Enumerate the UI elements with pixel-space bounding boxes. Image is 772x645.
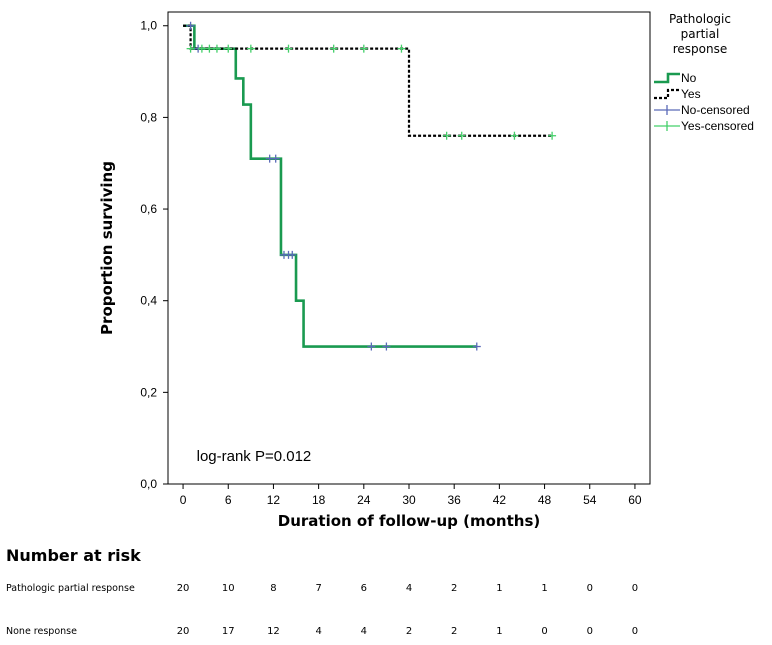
legend-label: No-censored <box>681 103 750 117</box>
y-tick-label: 0,0 <box>140 477 157 491</box>
legend-label: Yes-censored <box>681 119 754 133</box>
censor-mark-no <box>288 250 297 259</box>
risk-value: 20 <box>176 625 190 637</box>
censor-mark-yes <box>510 131 519 140</box>
legend-entry-no: No <box>654 71 697 85</box>
risk-value: 0 <box>631 625 639 637</box>
censor-mark-no <box>367 342 376 351</box>
risk-value: 1 <box>496 582 503 594</box>
x-tick-label: 60 <box>628 493 642 507</box>
risk-value: 4 <box>405 582 413 594</box>
legend-title-line: response <box>673 42 728 56</box>
legend-entry-yes: Yes <box>654 87 701 101</box>
risk-value: 2 <box>451 625 458 637</box>
x-tick-label: 30 <box>402 493 416 507</box>
risk-value: 7 <box>315 582 322 594</box>
censor-mark-yes <box>224 44 233 53</box>
legend-label: No <box>681 71 697 85</box>
censor-mark-yes <box>284 44 293 53</box>
survival-curves <box>183 24 553 348</box>
censor-mark-yes <box>397 44 406 53</box>
x-tick-label: 12 <box>267 493 281 507</box>
y-tick-label: 0,8 <box>140 110 157 124</box>
risk-value: 1 <box>541 582 548 594</box>
log-rank-annotation: log-rank P=0.012 <box>197 448 312 465</box>
risk-value: 8 <box>270 582 277 594</box>
x-tick-label: 36 <box>448 493 462 507</box>
y-tick-label: 0,4 <box>140 294 157 308</box>
risk-value: 0 <box>631 582 639 594</box>
x-tick-label: 42 <box>493 493 507 507</box>
censor-mark-no <box>271 154 280 163</box>
x-tick-label: 0 <box>180 493 187 507</box>
censor-marks <box>186 21 557 351</box>
risk-value: 0 <box>586 582 593 594</box>
x-tick-label: 54 <box>583 493 597 507</box>
legend-entry-no-censored: No-censored <box>654 103 750 117</box>
risk-value: 4 <box>315 625 322 637</box>
censor-mark-yes <box>548 131 557 140</box>
risk-value: 1 <box>496 625 503 637</box>
censor-mark-yes <box>359 44 368 53</box>
legend-entry-yes-censored: Yes-censored <box>654 119 754 133</box>
x-tick-label: 24 <box>357 493 371 507</box>
risk-value: 0 <box>541 625 548 637</box>
risk-table-title: Number at risk <box>6 546 141 565</box>
censor-mark-yes <box>197 44 206 53</box>
legend-swatch-line <box>654 72 680 84</box>
risk-value: 6 <box>360 582 367 594</box>
legend-title-line: partial <box>681 27 720 41</box>
y-axis: 0,0 0,2 0,4 0,6 0,8 1,0 <box>140 19 168 491</box>
risk-value: 4 <box>360 625 367 637</box>
risk-value: 10 <box>221 582 235 594</box>
censor-mark-yes <box>329 44 338 53</box>
series-line-yes <box>183 24 553 137</box>
censor-mark-yes <box>246 44 255 53</box>
km-chart: 0 6 12 18 24 30 36 42 48 54 60 0,00,20,40,60,81,0 … <box>98 11 754 530</box>
risk-value: 2 <box>405 625 413 637</box>
x-tick-label: 18 <box>312 493 326 507</box>
series-line-no <box>183 24 477 348</box>
censor-mark-yes <box>457 131 466 140</box>
censor-mark-yes <box>212 44 221 53</box>
x-tick-label: 48 <box>538 493 552 507</box>
y-tick-label: 0,2 <box>140 385 157 399</box>
censor-mark-yes <box>205 44 214 53</box>
risk-row-label: None response <box>6 626 77 637</box>
risk-value: 17 <box>221 625 235 637</box>
risk-value: 2 <box>451 582 458 594</box>
x-axis: 0 6 12 18 24 30 36 42 48 54 60 <box>180 484 642 507</box>
censor-mark-no <box>186 21 195 30</box>
y-tick-label: 1,0 <box>140 19 157 33</box>
legend-title-line: Pathologic <box>669 12 731 26</box>
y-tick-label: 0,6 <box>140 202 157 216</box>
x-tick-label: 6 <box>225 493 232 507</box>
risk-value: 20 <box>176 582 190 594</box>
censor-mark-yes <box>442 131 451 140</box>
legend-swatch-line <box>654 88 680 100</box>
risk-value: 0 <box>586 625 593 637</box>
censor-mark-no <box>382 342 391 351</box>
risk-row-label: Pathologic partial response <box>6 583 135 594</box>
x-axis-label: Duration of follow-up (months) <box>278 512 540 530</box>
legend-label: Yes <box>681 87 701 101</box>
risk-value: 12 <box>267 625 280 637</box>
number-at-risk-table: Number at risk Pathologic partial respon… <box>0 540 772 645</box>
y-axis-label: Proportion surviving <box>98 161 116 335</box>
censor-mark-yes <box>186 44 195 53</box>
censor-mark-no <box>472 342 481 351</box>
